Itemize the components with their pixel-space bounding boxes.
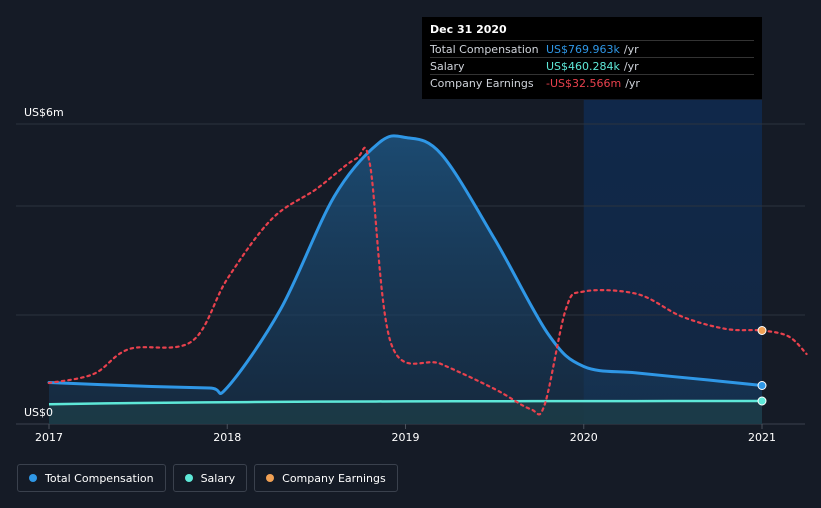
legend-label: Total Compensation [45,471,154,485]
tooltip-row-company-earnings: Company Earnings -US$32.566m /yr [430,74,754,91]
salary-line [48,399,763,406]
tooltip: Dec 31 2020 Total Compensation US$769.96… [422,17,762,99]
legend-item-total-compensation[interactable]: Total Compensation [17,464,166,492]
tooltip-row-salary: Salary US$460.284k /yr [430,57,754,74]
legend-dot-icon [184,474,193,482]
x-tick-label: 2021 [748,431,776,444]
tooltip-unit: /yr [625,76,640,90]
x-tick-label: 2017 [35,431,63,444]
legend-label: Company Earnings [282,471,386,485]
company-earnings-line [47,146,808,416]
tooltip-value: US$769.963k [546,42,620,56]
highlight-region [583,100,762,424]
salary-area [49,401,762,424]
tooltip-unit: /yr [623,42,639,56]
x-tick-label: 2020 [570,431,598,444]
legend-dot-icon [266,474,275,482]
total-compensation-marker [757,381,767,390]
legend-item-company-earnings[interactable]: Company Earnings [254,464,398,492]
legend-label: Salary [200,471,236,485]
legend: Total Compensation Salary Company Earnin… [17,464,398,492]
total-compensation-area [49,135,762,424]
tooltip-row-total-compensation: Total Compensation US$769.963k /yr [430,40,754,57]
x-tick-label: 2019 [392,431,420,444]
salary-marker [757,396,767,406]
company-earnings-marker [757,326,767,335]
tooltip-label: Company Earnings [430,76,534,90]
tooltip-label: Salary [430,59,465,73]
legend-dot-icon [29,474,37,482]
tooltip-value: -US$32.566m [546,76,622,90]
legend-item-salary[interactable]: Salary [172,464,248,492]
tooltip-date: Dec 31 2020 [430,23,507,36]
total-compensation-line [47,134,764,396]
tooltip-unit: /yr [623,59,639,73]
x-tick-label: 2018 [213,431,241,444]
tooltip-label: Total Compensation [430,42,539,56]
y-axis-top-label: US$6m [24,106,64,119]
y-axis-bottom-label: US$0 [24,406,53,419]
tooltip-value: US$460.284k [546,59,620,73]
